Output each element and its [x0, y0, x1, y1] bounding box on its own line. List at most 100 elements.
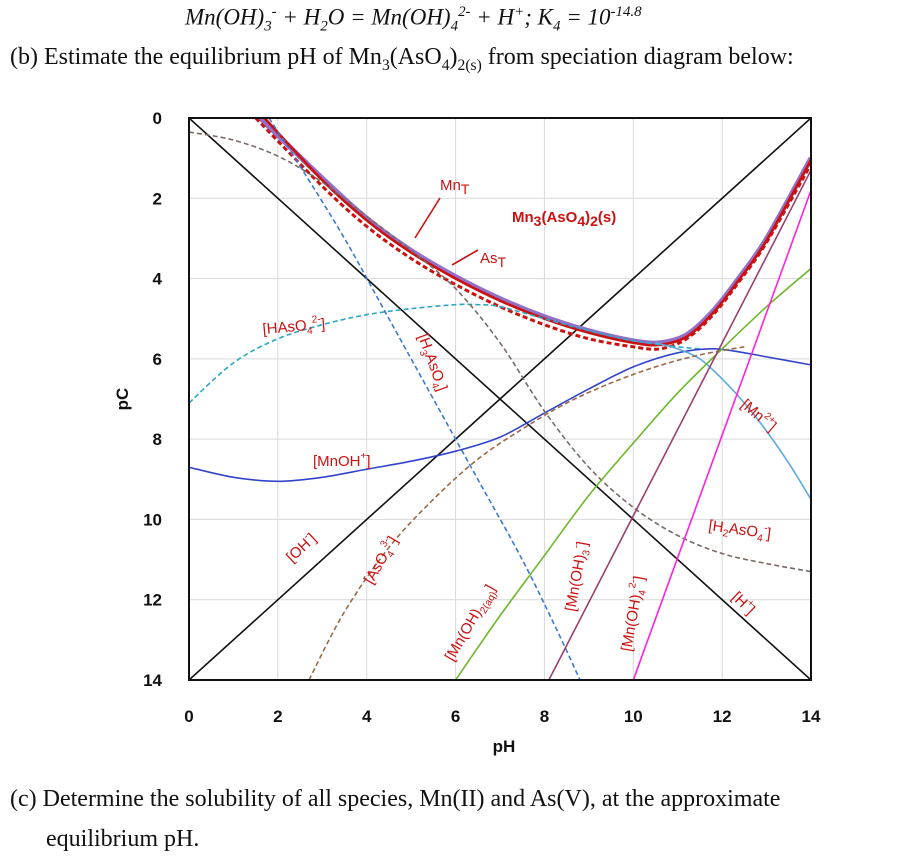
- annotation-label: [Mn(OH)2(aq)]: [442, 582, 502, 666]
- series-mnt: [258, 118, 811, 346]
- series-mn2: [655, 342, 811, 500]
- annotation-part: (s): [598, 209, 616, 226]
- eq-part: + H: [470, 4, 515, 30]
- eq-sup: +: [514, 4, 525, 20]
- y-tick-label: 2: [153, 189, 162, 208]
- annotation-part: 2: [590, 213, 598, 229]
- annotation-part: 4: [756, 533, 763, 545]
- q-sub: 2(s): [457, 56, 482, 74]
- eq-sup: -: [271, 4, 277, 20]
- series-haso42: [189, 303, 701, 404]
- series-h2aso4: [189, 131, 811, 573]
- q-sub: 3: [381, 56, 390, 74]
- annotation-label: [H+]: [728, 587, 759, 618]
- annotation-part: 4: [577, 213, 585, 229]
- plot-frame: [188, 117, 812, 681]
- annotation-part: ]: [766, 525, 772, 542]
- eq-part: ; K: [524, 4, 553, 30]
- annotation-part: 3: [581, 549, 593, 557]
- annotation-label: [Mn(OH)42-]: [616, 574, 651, 653]
- series-mnoh: [189, 348, 811, 483]
- x-tick-label: 12: [713, 707, 732, 726]
- q-part: (AsO: [389, 44, 442, 70]
- x-tick-label: 0: [184, 707, 193, 726]
- annotation-part: [HAsO: [262, 317, 308, 338]
- series-mn-oh-3: [548, 169, 811, 680]
- q-sub: 4: [441, 56, 450, 74]
- y-tick-label: 4: [153, 270, 163, 289]
- annotation-label: [H2AsO4-]: [707, 515, 772, 546]
- y-tick-label: 8: [153, 430, 162, 449]
- annotation-part: 2-: [311, 314, 321, 326]
- series-ast: [254, 118, 811, 351]
- y-tick-label: 6: [153, 350, 162, 369]
- annotation-part: (AsO: [541, 209, 577, 226]
- eq-sup: -14.8: [610, 4, 642, 20]
- annotation-part: 3: [534, 213, 542, 229]
- y-tick-label: 0: [153, 109, 162, 128]
- eq-sub: 4: [450, 18, 459, 35]
- annotation-part: ]: [574, 540, 591, 547]
- annotation-part: 4: [385, 549, 398, 560]
- annotation-part: [H: [414, 332, 435, 352]
- eq-sub: 3: [264, 18, 272, 35]
- annotation-part: ]: [320, 316, 326, 333]
- q-part: ): [449, 44, 458, 70]
- annotation-label: AsT: [480, 250, 507, 270]
- annotation-part: 3: [417, 349, 429, 358]
- x-tick-label: 4: [362, 707, 372, 726]
- annotation-label: [MnOH+]: [313, 451, 371, 470]
- ast-pointer-line: [451, 249, 479, 266]
- q-part: (b) Estimate the equilibrium pH of Mn: [10, 44, 382, 70]
- question-c-line2: equilibrium pH.: [46, 826, 200, 852]
- annotation-part: [Mn(OH): [442, 606, 485, 664]
- annotation-part: ]: [366, 453, 370, 470]
- annotation-part: [MnOH: [313, 453, 361, 470]
- y-tick-label: 14: [143, 671, 162, 690]
- eq-part: + H: [276, 4, 321, 30]
- series-mn3-aso4-2-s: [263, 118, 811, 347]
- y-axis-title: pC: [113, 388, 132, 411]
- x-tick-label: 6: [451, 707, 460, 726]
- annotation-part: Mn: [512, 209, 534, 226]
- series-mn-oh-42: [632, 189, 811, 680]
- series-h3aso4: [268, 118, 581, 680]
- equilibrium-equation: Mn(OH)3- + H2O = Mn(OH)42- + H+; K4 = 10…: [185, 4, 642, 35]
- annotation-part: ): [585, 209, 590, 226]
- annotation-part: 4: [428, 381, 440, 390]
- question-b: (b) Estimate the equilibrium pH of Mn3(A…: [10, 44, 794, 75]
- annotation-part: -: [571, 544, 582, 549]
- annotation-label: Mn3(AsO4)2(s): [512, 209, 616, 229]
- annotation-label: [AsO43-]: [359, 532, 404, 588]
- annotation-part: +: [745, 598, 757, 610]
- annotation-part: AsO: [728, 520, 759, 541]
- annotation-part: 4: [637, 589, 649, 597]
- x-axis-title: pH: [493, 737, 516, 756]
- mnt-pointer-line: [414, 197, 441, 239]
- series-mn-oh-2-aq: [454, 267, 811, 680]
- annotation-part: Mn: [440, 177, 461, 194]
- q-part: from speciation diagram below:: [481, 44, 794, 70]
- x-tick-label: 2: [273, 707, 282, 726]
- series-oh: [189, 118, 811, 680]
- annotation-label: [H3AsO4]: [411, 332, 450, 395]
- eq-part: O = Mn(OH): [327, 4, 451, 30]
- annotation-part: 2: [722, 528, 729, 540]
- annotation-part: [H: [707, 517, 724, 536]
- annotation-part: [Mn(OH): [562, 553, 589, 613]
- x-tick-label: 8: [540, 707, 549, 726]
- annotation-part: +: [361, 451, 367, 462]
- x-tick-label: 14: [802, 707, 821, 726]
- annotation-label: MnT: [440, 177, 470, 197]
- annotation-part: [Mn(OH): [618, 593, 645, 653]
- annotation-part: As: [480, 250, 498, 267]
- annotation-part: 4: [307, 326, 314, 337]
- x-tick-label: 10: [624, 707, 643, 726]
- annotation-label: [HAsO42-]: [262, 314, 327, 341]
- eq-part: Mn(OH): [185, 4, 265, 30]
- y-tick-label: 10: [143, 510, 162, 529]
- annotation-part: 2-: [627, 579, 639, 590]
- annotation-part: -: [301, 532, 311, 542]
- series-aso43: [308, 346, 745, 680]
